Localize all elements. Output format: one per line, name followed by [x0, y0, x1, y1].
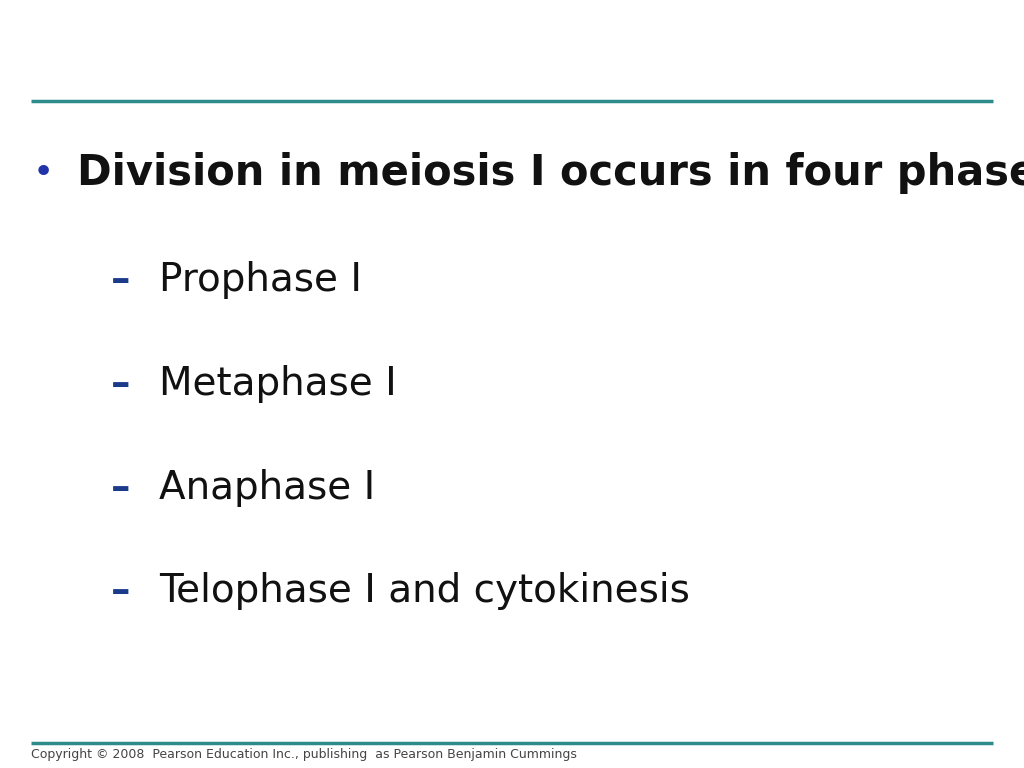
Text: –: – [111, 365, 131, 403]
Text: Telophase I and cytokinesis: Telophase I and cytokinesis [159, 572, 689, 611]
Text: •: • [33, 156, 53, 190]
Text: Copyright © 2008  Pearson Education Inc., publishing  as Pearson Benjamin Cummin: Copyright © 2008 Pearson Education Inc.,… [31, 748, 577, 760]
Text: Prophase I: Prophase I [159, 261, 361, 300]
Text: –: – [111, 468, 131, 507]
Text: –: – [111, 572, 131, 611]
Text: Division in meiosis I occurs in four phases:: Division in meiosis I occurs in four pha… [77, 152, 1024, 194]
Text: Metaphase I: Metaphase I [159, 365, 396, 403]
Text: Anaphase I: Anaphase I [159, 468, 375, 507]
Text: –: – [111, 261, 131, 300]
